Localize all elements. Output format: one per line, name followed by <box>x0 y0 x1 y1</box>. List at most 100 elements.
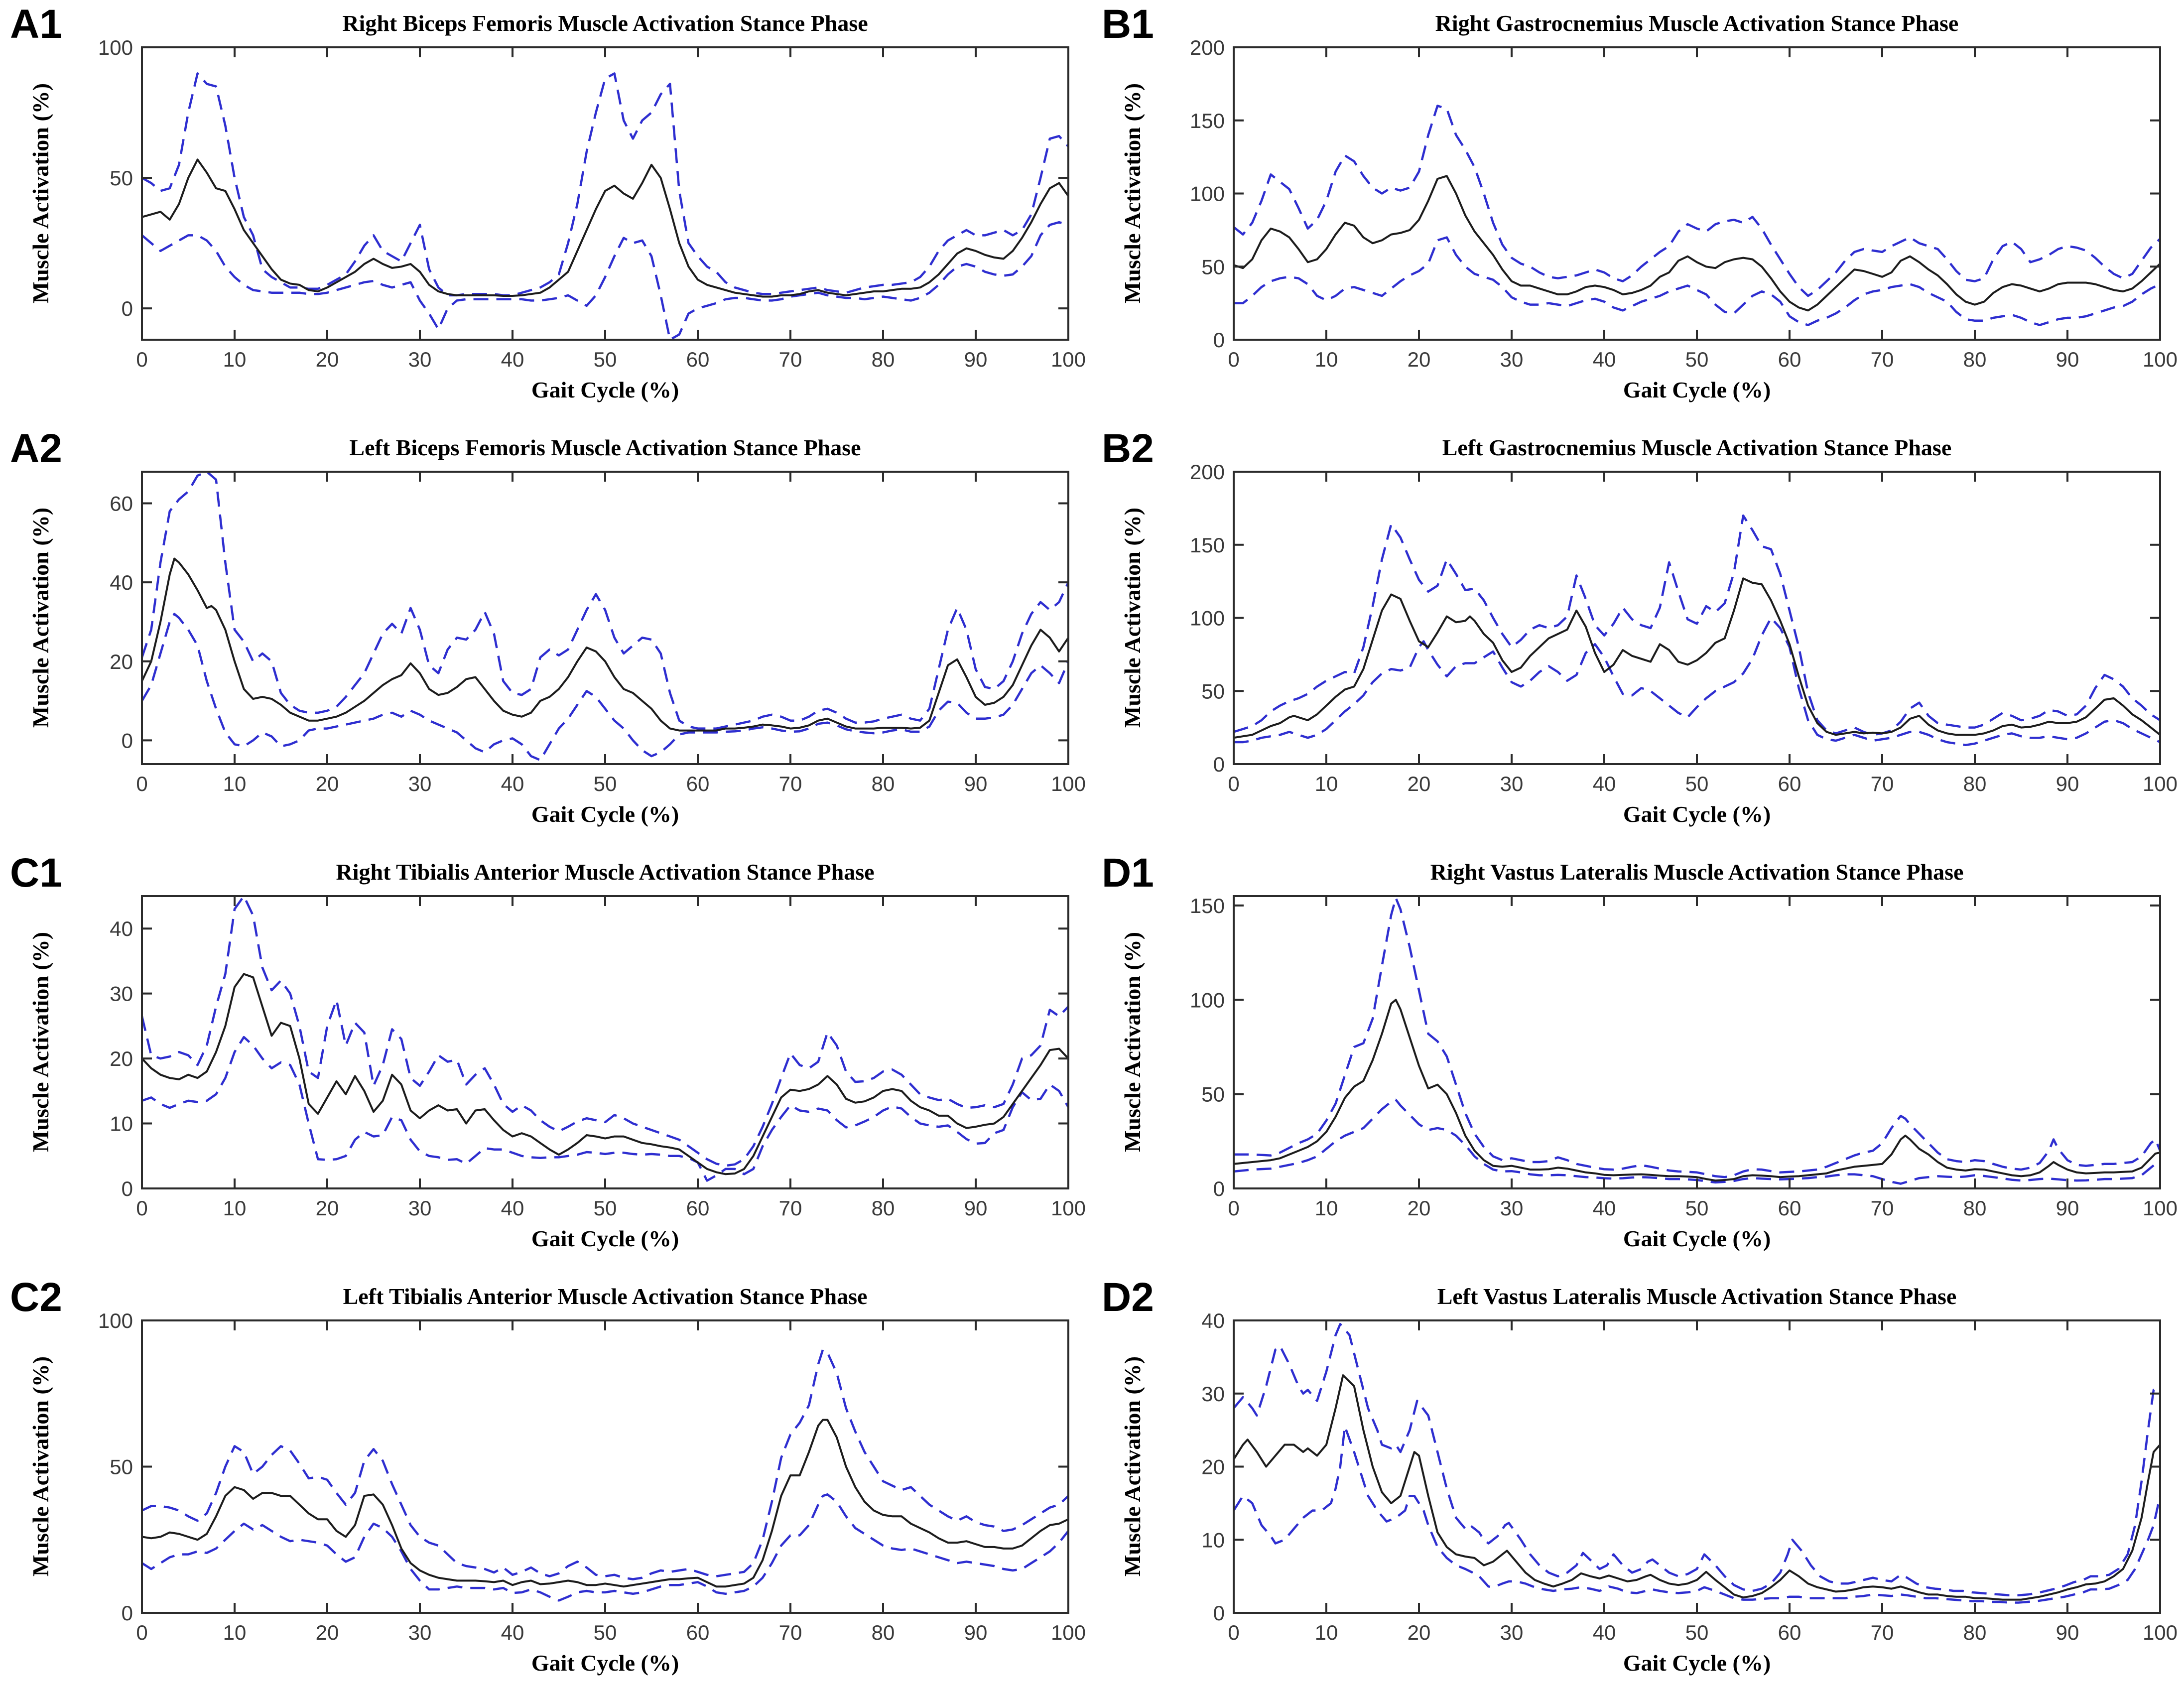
panel-letter-a1: A1 <box>10 1 62 47</box>
svg-text:30: 30 <box>408 348 432 371</box>
chart-title-d2: Left Vastus Lateralis Muscle Activation … <box>1437 1284 1957 1309</box>
series-upper-bound <box>142 472 1068 730</box>
x-axis-label-a2: Gait Cycle (%) <box>531 801 679 827</box>
svg-text:50: 50 <box>1201 255 1225 278</box>
svg-text:80: 80 <box>872 1196 895 1220</box>
svg-text:40: 40 <box>1593 1196 1616 1220</box>
x-axis-label-c1: Gait Cycle (%) <box>531 1226 679 1251</box>
svg-text:30: 30 <box>408 772 432 795</box>
svg-text:10: 10 <box>223 348 247 371</box>
svg-text:10: 10 <box>1315 772 1338 795</box>
svg-text:50: 50 <box>1685 772 1709 795</box>
svg-text:90: 90 <box>2056 772 2079 795</box>
panel-letter-b1: B1 <box>1102 1 1154 47</box>
svg-text:20: 20 <box>110 1047 133 1070</box>
svg-text:90: 90 <box>964 1621 988 1644</box>
series-lower-bound <box>1234 1425 2160 1604</box>
series-mean <box>1234 175 2160 312</box>
svg-text:40: 40 <box>501 1196 524 1220</box>
series-mean <box>142 973 1068 1176</box>
svg-text:90: 90 <box>2056 348 2079 371</box>
svg-text:80: 80 <box>872 1621 895 1644</box>
svg-text:150: 150 <box>1190 533 1225 557</box>
svg-text:20: 20 <box>316 772 339 795</box>
svg-text:60: 60 <box>686 772 710 795</box>
svg-text:50: 50 <box>1201 1083 1225 1106</box>
panel-a2: A2 Left Biceps Femoris Muscle Activation… <box>0 424 1092 849</box>
series-lower-bound <box>142 1036 1068 1182</box>
series-upper-bound <box>1234 897 2160 1178</box>
svg-text:150: 150 <box>1190 109 1225 132</box>
svg-text:50: 50 <box>1201 679 1225 703</box>
svg-text:0: 0 <box>1228 772 1239 795</box>
svg-text:10: 10 <box>1315 348 1338 371</box>
svg-text:0: 0 <box>136 1196 147 1220</box>
chart-plot-b2: 0 10 20 30 40 50 60 70 80 90 100 0 50 100 150 200 <box>1190 460 2178 795</box>
svg-text:40: 40 <box>1593 348 1616 371</box>
svg-text:100: 100 <box>1051 1621 1086 1644</box>
svg-text:90: 90 <box>964 348 988 371</box>
x-axis-label-d2: Gait Cycle (%) <box>1623 1650 1771 1676</box>
svg-text:70: 70 <box>779 1196 802 1220</box>
svg-text:10: 10 <box>1201 1528 1225 1552</box>
svg-text:10: 10 <box>223 772 247 795</box>
svg-text:70: 70 <box>779 772 802 795</box>
svg-text:20: 20 <box>1408 1621 1431 1644</box>
svg-text:60: 60 <box>110 492 133 515</box>
panel-letter-d2: D2 <box>1102 1275 1154 1320</box>
svg-text:0: 0 <box>1228 1196 1239 1220</box>
svg-text:50: 50 <box>594 1621 617 1644</box>
chart-title-c1: Right Tibialis Anterior Muscle Activatio… <box>336 859 875 885</box>
svg-text:0: 0 <box>122 297 133 320</box>
panel-a1: A1 Right Biceps Femoris Muscle Activatio… <box>0 0 1092 424</box>
svg-text:0: 0 <box>136 772 147 795</box>
svg-text:80: 80 <box>1963 1621 1987 1644</box>
series-upper-bound <box>142 72 1068 297</box>
svg-text:100: 100 <box>1051 1196 1086 1220</box>
svg-text:50: 50 <box>1685 348 1709 371</box>
svg-text:100: 100 <box>2143 772 2178 795</box>
svg-text:60: 60 <box>1778 1196 1801 1220</box>
series-mean <box>1234 999 2160 1182</box>
svg-text:0: 0 <box>1213 1177 1225 1200</box>
svg-text:30: 30 <box>408 1196 432 1220</box>
svg-text:30: 30 <box>408 1621 432 1644</box>
svg-text:80: 80 <box>872 348 895 371</box>
svg-text:100: 100 <box>1190 607 1225 630</box>
svg-text:100: 100 <box>2143 1621 2178 1644</box>
svg-text:100: 100 <box>1190 182 1225 206</box>
svg-text:80: 80 <box>1963 1196 1987 1220</box>
svg-text:200: 200 <box>1190 36 1225 59</box>
panel-letter-c1: C1 <box>10 850 62 896</box>
svg-text:0: 0 <box>1228 1621 1239 1644</box>
svg-text:100: 100 <box>98 1309 133 1332</box>
svg-text:50: 50 <box>110 166 133 190</box>
chart-plot-a2: 0 10 20 30 40 50 60 70 80 90 100 0 20 40 60 <box>110 471 1086 795</box>
svg-text:50: 50 <box>110 1455 133 1479</box>
panel-d2: D2 Left Vastus Lateralis Muscle Activati… <box>1092 1273 2184 1698</box>
svg-text:60: 60 <box>686 348 710 371</box>
panel-letter-d1: D1 <box>1102 850 1154 896</box>
svg-text:70: 70 <box>1871 1196 1894 1220</box>
panel-d1: D1 Right Vastus Lateralis Muscle Activat… <box>1092 849 2184 1273</box>
series-upper-bound <box>1234 514 2160 736</box>
x-axis-label-d1: Gait Cycle (%) <box>1623 1226 1771 1251</box>
svg-text:0: 0 <box>1213 1601 1225 1625</box>
svg-text:0: 0 <box>136 1621 147 1644</box>
svg-text:60: 60 <box>686 1621 710 1644</box>
svg-text:0: 0 <box>122 1177 133 1200</box>
series-lower-bound <box>1234 1098 2160 1185</box>
svg-text:20: 20 <box>110 650 133 673</box>
svg-text:60: 60 <box>1778 348 1801 371</box>
svg-text:150: 150 <box>1190 894 1225 917</box>
svg-text:80: 80 <box>872 772 895 795</box>
series-lower-bound <box>142 221 1068 340</box>
series-lower-bound <box>1234 617 2160 747</box>
svg-text:90: 90 <box>964 772 988 795</box>
chart-title-b1: Right Gastrocnemius Muscle Activation St… <box>1435 10 1959 36</box>
panel-letter-a2: A2 <box>10 426 62 471</box>
svg-text:0: 0 <box>1228 348 1239 371</box>
panel-c2: C2 Left Tibialis Anterior Muscle Activat… <box>0 1273 1092 1698</box>
svg-text:10: 10 <box>1315 1621 1338 1644</box>
svg-text:100: 100 <box>1051 772 1086 795</box>
